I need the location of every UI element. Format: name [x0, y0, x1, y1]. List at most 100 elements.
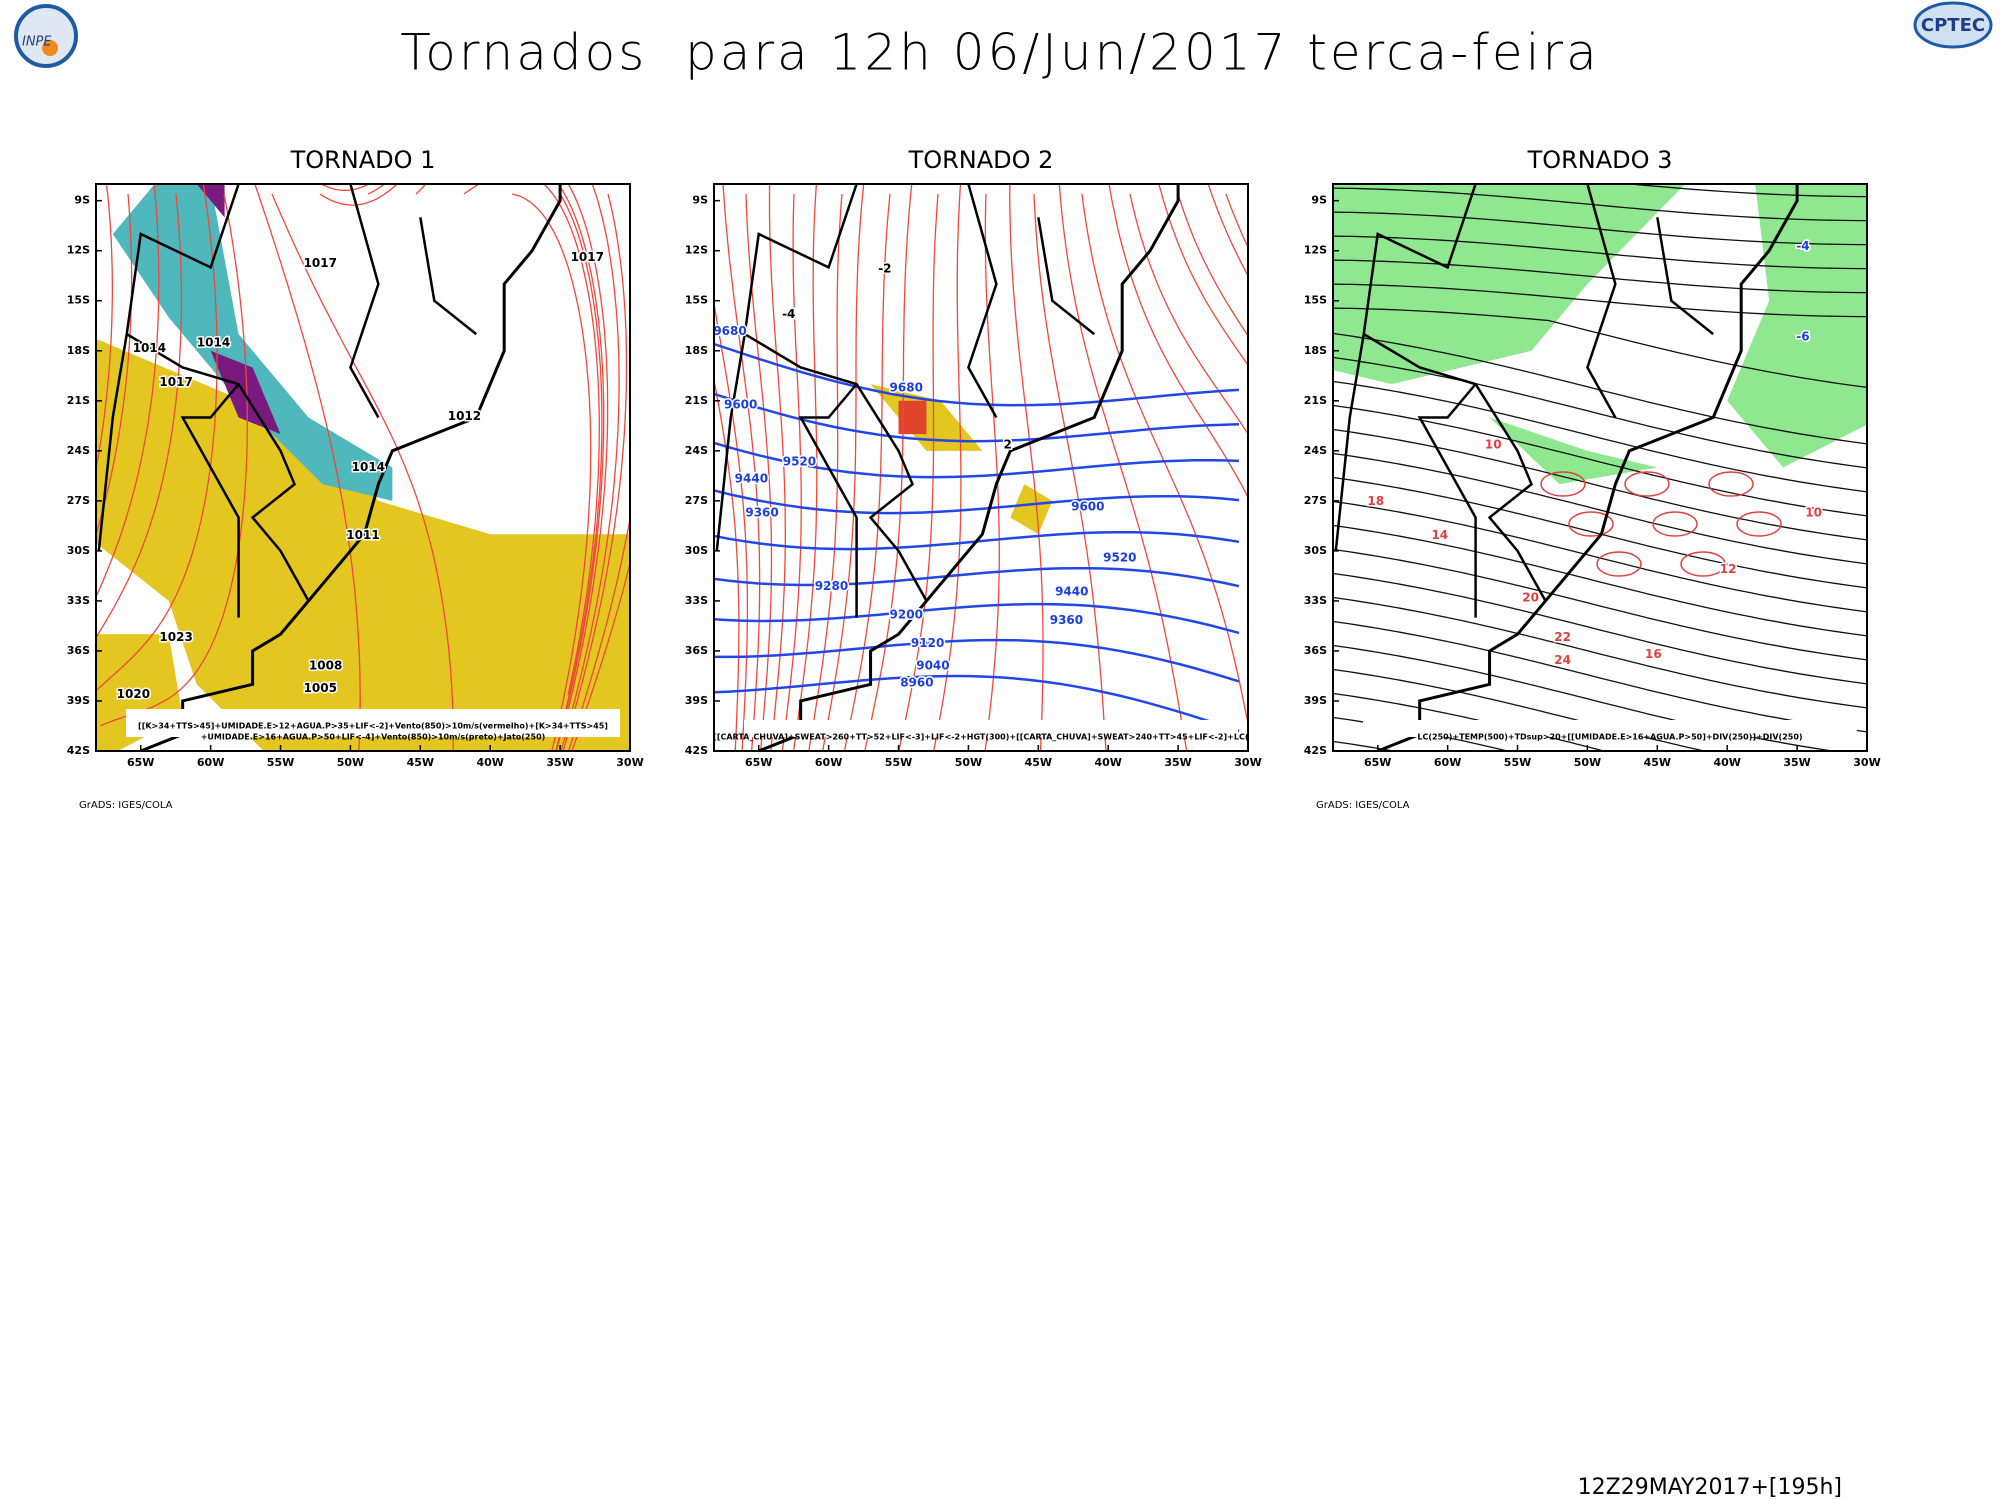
- map-frame: [1332, 183, 1868, 752]
- lat-label: 33S: [67, 594, 90, 607]
- lat-label: 9S: [74, 194, 90, 207]
- streamline: [1333, 500, 1867, 613]
- formula-text: [[K>34+TTS>45]+UMIDADE.E>12+AGUA.P>35+LI…: [138, 722, 608, 731]
- streamline: [898, 193, 939, 751]
- coastline: [758, 184, 1180, 751]
- streamline: [1081, 193, 1249, 733]
- lon-label: 40W: [1713, 756, 1740, 769]
- contour-label: 9600: [724, 398, 757, 412]
- divergence-contour: [1680, 551, 1726, 577]
- contour-label: 9520: [1103, 551, 1136, 565]
- lat-label: 21S: [67, 394, 90, 407]
- contour-label: 1014: [133, 341, 166, 355]
- streamline: [984, 193, 1000, 751]
- contour-label: 24: [1554, 653, 1571, 667]
- lat-label: 36S: [685, 644, 708, 657]
- lon-label: 55W: [885, 756, 912, 769]
- divergence-contour: [1708, 471, 1754, 497]
- border: [798, 383, 858, 618]
- streamline: [319, 184, 399, 206]
- lat-label: 9S: [1311, 194, 1327, 207]
- streamline: [864, 184, 913, 751]
- streamline: [1058, 184, 1188, 751]
- lat-label: 27S: [1304, 494, 1327, 507]
- streamline: [1333, 524, 1867, 637]
- lat-label: 27S: [685, 494, 708, 507]
- streamline: [1108, 184, 1249, 501]
- streamline: [1333, 428, 1867, 541]
- border: [419, 217, 478, 336]
- contour-label: 1020: [117, 687, 150, 701]
- risk-area: [898, 400, 927, 435]
- streamline: [781, 193, 802, 751]
- map-panel: TORNADO 3 -4 -6 10 12 14 16 18 20 22 24 10 LC(250)+T…: [1304, 146, 1881, 811]
- panel-title: TORNADO 3: [1527, 146, 1673, 174]
- streamline: [1333, 620, 1867, 733]
- map-area: 9680 9600 9520 9440 9360 9280 9200 9120 9040 8960…: [714, 184, 1249, 751]
- streamline: [1009, 184, 1044, 751]
- lat-label: 33S: [685, 594, 708, 607]
- lat-label: 24S: [67, 444, 90, 457]
- streamline: [1333, 211, 1867, 246]
- streamline: [567, 515, 630, 751]
- lon-label: 55W: [267, 756, 294, 769]
- streamline: [1333, 187, 1867, 222]
- streamline: [1158, 184, 1249, 368]
- panel-title: TORNADO 1: [290, 146, 436, 174]
- contour-label: 14: [1431, 528, 1448, 542]
- streamline: [254, 184, 361, 751]
- contour-label: 1005: [304, 681, 337, 695]
- streamline: [1333, 356, 1867, 469]
- lon-label: 60W: [197, 756, 224, 769]
- height-contour: [714, 441, 1240, 479]
- lon-label: 35W: [1783, 756, 1810, 769]
- contour-label: 18: [1367, 494, 1384, 508]
- streamline: [1333, 548, 1867, 661]
- moist-area: [1489, 417, 1658, 485]
- contour-label: 8960: [900, 675, 933, 689]
- run-label: 12Z29MAY2017+[195h]: [1578, 1475, 1842, 1500]
- logo-cptec: CPTEC: [1913, 1, 1993, 49]
- lon-label: 45W: [1025, 756, 1052, 769]
- lon-label: 30W: [1234, 756, 1261, 769]
- contour-label: 9440: [1055, 585, 1088, 599]
- credit: GrADS: IGES/COLA: [1316, 800, 1410, 811]
- contour-label: 9200: [890, 607, 923, 621]
- streamline: [714, 377, 740, 751]
- contour-label: 9600: [1071, 500, 1104, 514]
- humidity-area: [96, 338, 630, 751]
- lat-label: 30S: [1304, 544, 1327, 557]
- lat-label: 12S: [685, 244, 708, 257]
- contour-label: 9040: [916, 658, 949, 672]
- lat-label: 39S: [685, 694, 708, 707]
- contour-label: 1011: [346, 528, 379, 542]
- height-contour: [714, 602, 1240, 635]
- lon-label: 45W: [1644, 756, 1671, 769]
- contour-label: 1017: [571, 250, 604, 264]
- contour-label: -4: [1796, 239, 1809, 253]
- streamline: [1333, 596, 1867, 709]
- border: [967, 184, 998, 419]
- border: [715, 333, 746, 552]
- strong-area: [196, 184, 225, 218]
- map-background: [714, 184, 1248, 751]
- divergence-contour: [1736, 511, 1782, 537]
- lat-label: 15S: [685, 294, 708, 307]
- contour-label: 1012: [448, 409, 481, 423]
- lon-label: 65W: [127, 756, 154, 769]
- streamline: [1622, 184, 1867, 198]
- contour-label: 1023: [159, 630, 192, 644]
- contour-label: -4: [782, 307, 795, 321]
- border: [1656, 217, 1715, 336]
- streamline: [560, 184, 620, 751]
- contour-label: 9120: [911, 636, 944, 650]
- lon-label: 30W: [616, 756, 643, 769]
- height-contour: [714, 566, 1240, 588]
- coastline: [1377, 184, 1799, 751]
- lat-label: 12S: [1304, 244, 1327, 257]
- lat-label: 15S: [1304, 294, 1327, 307]
- streamline: [1333, 476, 1867, 589]
- streamline: [843, 193, 891, 751]
